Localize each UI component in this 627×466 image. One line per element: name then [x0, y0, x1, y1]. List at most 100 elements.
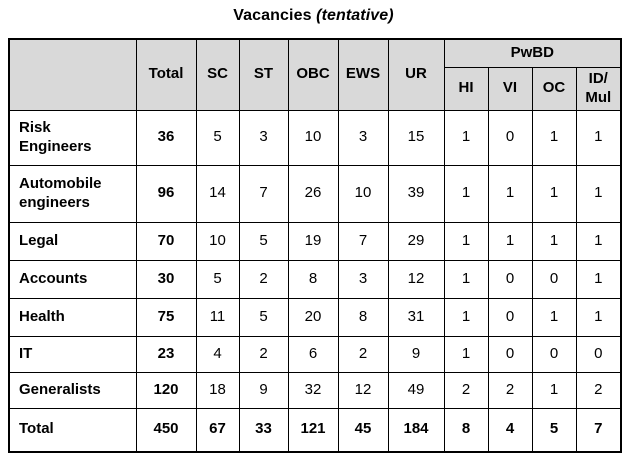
cell-ur: 29: [387, 221, 445, 261]
cell-ews: 2: [337, 335, 389, 373]
cell-hi: 1: [443, 109, 489, 166]
cell-oc: 1: [531, 164, 577, 223]
table-body: Risk Engineers 36 5 3 10 3 15 1 0 1 1 Au…: [8, 109, 622, 453]
cell-total: 96: [135, 164, 197, 223]
cell-hi: 1: [443, 164, 489, 223]
table-header: Total SC ST OBC EWS UR PwBD HI VI OC ID/…: [8, 38, 622, 111]
cell-idmul: 1: [575, 221, 622, 261]
cell-total: 23: [135, 335, 197, 373]
table-row-automobile-engineers: Automobile engineers 96 14 7 26 10 39 1 …: [8, 164, 622, 223]
cell-vi: 4: [487, 407, 533, 453]
cell-idmul: 7: [575, 407, 622, 453]
cell-obc: 32: [287, 371, 339, 409]
table-row-legal: Legal 70 10 5 19 7 29 1 1 1 1: [8, 221, 622, 261]
cell-ur: 49: [387, 371, 445, 409]
cell-idmul: 1: [575, 259, 622, 299]
cell-total: 70: [135, 221, 197, 261]
cell-ews: 7: [337, 221, 389, 261]
cell-sc: 14: [195, 164, 240, 223]
cell-ur: 15: [387, 109, 445, 166]
cell-oc: 5: [531, 407, 577, 453]
cell-total: 120: [135, 371, 197, 409]
header-idmul: ID/ Mul: [575, 66, 622, 111]
cell-idmul: 1: [575, 164, 622, 223]
cell-ews: 8: [337, 297, 389, 337]
cell-ur: 184: [387, 407, 445, 453]
cell-hi: 1: [443, 335, 489, 373]
cell-oc: 1: [531, 297, 577, 337]
cell-ur: 9: [387, 335, 445, 373]
cell-hi: 8: [443, 407, 489, 453]
header-vi: VI: [487, 66, 533, 111]
table-row-accounts: Accounts 30 5 2 8 3 12 1 0 0 1: [8, 259, 622, 299]
row-label: Generalists: [8, 371, 137, 409]
page-title: Vacancies (tentative): [0, 7, 627, 25]
table-row-health: Health 75 11 5 20 8 31 1 0 1 1: [8, 297, 622, 337]
cell-vi: 0: [487, 297, 533, 337]
cell-obc: 6: [287, 335, 339, 373]
table-row-it: IT 23 4 2 6 2 9 1 0 0 0: [8, 335, 622, 373]
row-label: Risk Engineers: [8, 109, 137, 166]
cell-idmul: 1: [575, 109, 622, 166]
cell-idmul: 0: [575, 335, 622, 373]
cell-ews: 45: [337, 407, 389, 453]
cell-oc: 1: [531, 109, 577, 166]
cell-hi: 1: [443, 297, 489, 337]
cell-hi: 1: [443, 221, 489, 261]
cell-ews: 10: [337, 164, 389, 223]
cell-st: 5: [238, 297, 289, 337]
cell-obc: 121: [287, 407, 339, 453]
cell-total: 75: [135, 297, 197, 337]
header-oc: OC: [531, 66, 577, 111]
cell-ews: 3: [337, 259, 389, 299]
cell-obc: 19: [287, 221, 339, 261]
header-st: ST: [238, 38, 289, 111]
cell-obc: 20: [287, 297, 339, 337]
cell-st: 5: [238, 221, 289, 261]
cell-obc: 8: [287, 259, 339, 299]
cell-vi: 0: [487, 335, 533, 373]
cell-sc: 5: [195, 109, 240, 166]
cell-sc: 4: [195, 335, 240, 373]
title-main: Vacancies: [233, 7, 317, 24]
corner-cell: [8, 38, 137, 111]
header-ews: EWS: [337, 38, 389, 111]
cell-st: 33: [238, 407, 289, 453]
cell-idmul: 2: [575, 371, 622, 409]
table-row-generalists: Generalists 120 18 9 32 12 49 2 2 1 2: [8, 371, 622, 409]
row-label: Health: [8, 297, 137, 337]
cell-vi: 1: [487, 164, 533, 223]
row-label: IT: [8, 335, 137, 373]
cell-obc: 26: [287, 164, 339, 223]
header-sc: SC: [195, 38, 240, 111]
cell-ur: 12: [387, 259, 445, 299]
header-row-2: HI VI OC ID/ Mul: [9, 66, 622, 111]
cell-vi: 0: [487, 259, 533, 299]
cell-total: 36: [135, 109, 197, 166]
vacancies-table: Total SC ST OBC EWS UR PwBD HI VI OC ID/…: [8, 38, 623, 453]
title-tentative: (tentative): [316, 7, 394, 24]
cell-vi: 1: [487, 221, 533, 261]
header-pwbd: PwBD: [443, 38, 622, 68]
cell-oc: 0: [531, 259, 577, 299]
cell-st: 3: [238, 109, 289, 166]
table-row-total: Total 450 67 33 121 45 184 8 4 5 7: [8, 407, 622, 453]
cell-total: 450: [135, 407, 197, 453]
row-label: Legal: [8, 221, 137, 261]
header-hi: HI: [443, 66, 489, 111]
cell-sc: 18: [195, 371, 240, 409]
row-label: Accounts: [8, 259, 137, 299]
cell-ews: 12: [337, 371, 389, 409]
cell-hi: 1: [443, 259, 489, 299]
cell-st: 2: [238, 259, 289, 299]
cell-sc: 11: [195, 297, 240, 337]
header-ur: UR: [387, 38, 445, 111]
cell-obc: 10: [287, 109, 339, 166]
header-obc: OBC: [287, 38, 339, 111]
header-total: Total: [135, 38, 197, 111]
cell-st: 9: [238, 371, 289, 409]
cell-st: 7: [238, 164, 289, 223]
table-row-risk-engineers: Risk Engineers 36 5 3 10 3 15 1 0 1 1: [8, 109, 622, 166]
cell-oc: 1: [531, 221, 577, 261]
cell-ur: 31: [387, 297, 445, 337]
